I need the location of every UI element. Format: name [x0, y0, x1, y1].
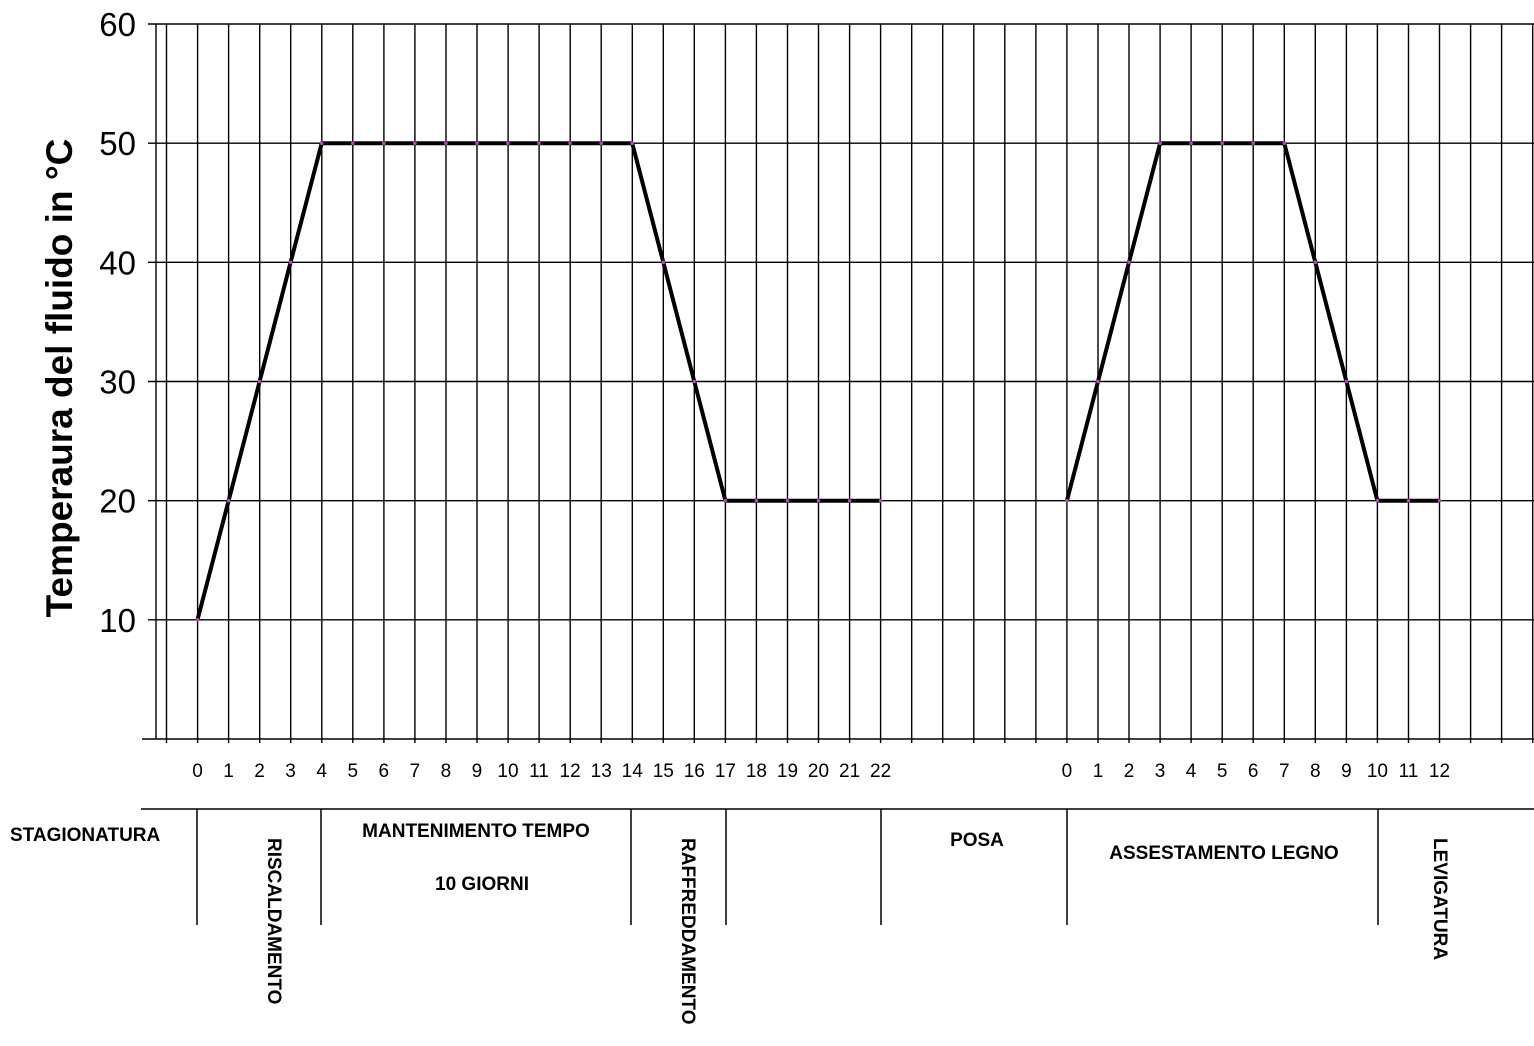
- data-point: [413, 141, 417, 145]
- x-tick-label: 20: [808, 761, 829, 782]
- data-point: [506, 141, 510, 145]
- data-point: [1344, 379, 1349, 384]
- y-axis-label: Temperaura del fluido in °C: [39, 139, 80, 618]
- data-point: [785, 498, 790, 503]
- phase-posa: POSA: [950, 830, 1004, 851]
- x-tick-label: 5: [348, 761, 359, 782]
- data-point: [382, 141, 386, 145]
- x-axis-ticks: 0 1 2 3 4 5 6 7 8 9 10 11 12 13 14 15 16 17 18 19 20 21 22 0 1 2 3…: [192, 761, 1450, 782]
- x-tick-label: 7: [1279, 761, 1290, 782]
- x-tick-label: 8: [1310, 761, 1321, 782]
- x-tick-label: 0: [192, 761, 203, 782]
- data-point: [475, 141, 479, 145]
- data-point: [226, 498, 231, 503]
- x-tick-label: 1: [1093, 761, 1104, 782]
- x-tick-label: 18: [746, 761, 767, 782]
- data-point: [1220, 141, 1224, 145]
- phase-mantenimento-line2: 10 GIORNI: [435, 874, 529, 895]
- data-point: [816, 498, 821, 503]
- x-tick-label: 12: [560, 761, 581, 782]
- x-tick-label: 10: [1367, 761, 1388, 782]
- data-point: [1437, 498, 1442, 503]
- data-point: [1096, 379, 1100, 384]
- data-point: [878, 498, 883, 503]
- x-tick-label: 3: [1155, 761, 1166, 782]
- phase-table: [141, 808, 1534, 925]
- x-tick-label: 9: [1341, 761, 1352, 782]
- y-tick-label: 50: [99, 125, 136, 162]
- data-point: [692, 379, 697, 384]
- data-point: [1375, 498, 1380, 503]
- x-tick-label: 8: [441, 761, 452, 782]
- x-tick-label: 14: [622, 761, 644, 782]
- x-tick-label: 10: [497, 761, 518, 782]
- x-tick-label: 13: [591, 761, 612, 782]
- x-tick-label: 2: [1124, 761, 1135, 782]
- data-point: [319, 141, 324, 145]
- x-tick-label: 6: [1248, 761, 1259, 782]
- data-point: [1406, 498, 1411, 503]
- y-tick-label: 30: [99, 364, 136, 401]
- data-point: [537, 141, 541, 145]
- data-point: [630, 141, 634, 145]
- x-tick-label: 4: [1186, 761, 1197, 782]
- x-tick-label: 0: [1062, 761, 1073, 782]
- data-point: [351, 141, 355, 145]
- series-group: [195, 141, 1442, 622]
- data-point: [288, 260, 293, 265]
- data-point: [444, 141, 448, 145]
- x-tick-label: 11: [529, 761, 549, 782]
- x-tick-label: 3: [285, 761, 296, 782]
- phase-assestamento: ASSESTAMENTO LEGNO: [1109, 843, 1338, 864]
- x-tick-label: 12: [1429, 761, 1450, 782]
- grid: [142, 23, 1534, 743]
- data-point: [599, 141, 603, 145]
- x-tick-label: 21: [839, 761, 860, 782]
- y-tick-label: 40: [99, 244, 136, 281]
- phase-raffreddamento: RAFFREDDAMENTO: [677, 838, 698, 1024]
- x-tick-label: 11: [1399, 761, 1419, 782]
- y-axis-ticks: 10 20 30 40 50 60: [99, 6, 136, 639]
- x-tick-label: 17: [715, 761, 736, 782]
- x-tick-label: 2: [254, 761, 265, 782]
- x-tick-label: 7: [410, 761, 421, 782]
- x-tick-label: 4: [316, 761, 327, 782]
- data-point: [754, 498, 759, 503]
- x-tick-label: 22: [870, 761, 891, 782]
- y-tick-label: 10: [99, 602, 136, 639]
- phase-riscaldamento: RISCALDAMENTO: [263, 838, 284, 1004]
- x-tick-label: 9: [472, 761, 483, 782]
- y-tick-label: 60: [99, 6, 136, 43]
- data-point: [1127, 260, 1131, 265]
- data-point: [661, 260, 666, 265]
- phase-levigatura: LEVIGATURA: [1429, 838, 1450, 960]
- data-point: [1065, 498, 1069, 503]
- data-point: [568, 141, 572, 145]
- data-point: [1189, 141, 1193, 145]
- data-point: [847, 498, 852, 503]
- x-tick-label: 19: [777, 761, 798, 782]
- x-tick-label: 15: [653, 761, 674, 782]
- x-tick-label: 6: [379, 761, 390, 782]
- data-point: [1251, 141, 1255, 145]
- x-tick-label: 5: [1217, 761, 1228, 782]
- x-tick-label: 16: [684, 761, 705, 782]
- data-point: [1282, 141, 1287, 145]
- data-point: [257, 379, 262, 384]
- phase-stagionatura: STAGIONATURA: [10, 825, 161, 846]
- data-point: [723, 498, 728, 503]
- x-tick-label: 1: [223, 761, 234, 782]
- phase-mantenimento-line1: MANTENIMENTO TEMPO: [362, 821, 590, 842]
- data-point: [1158, 141, 1162, 145]
- y-tick-label: 20: [99, 483, 136, 520]
- data-point: [195, 618, 200, 622]
- data-point: [1313, 260, 1318, 265]
